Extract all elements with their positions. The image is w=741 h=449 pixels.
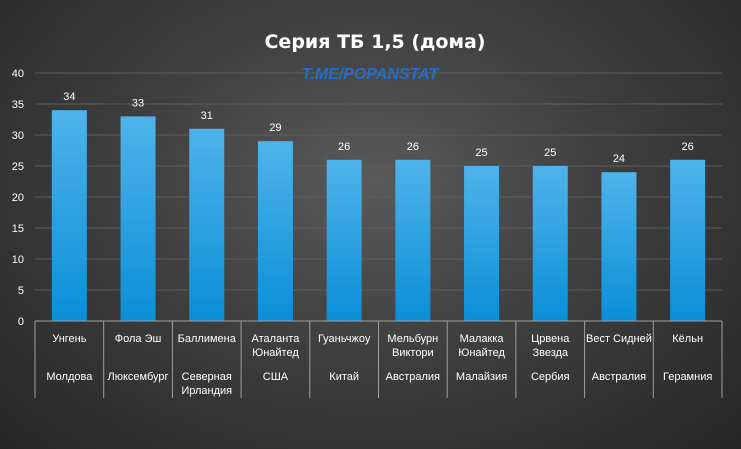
x-tick-label-country: Люксембург bbox=[108, 371, 169, 383]
x-tick-label-country: Северная bbox=[182, 371, 232, 383]
bar bbox=[51, 110, 87, 321]
bar bbox=[670, 159, 706, 321]
x-tick-label-team: Звезда bbox=[532, 347, 568, 359]
y-tick-label: 20 bbox=[12, 192, 24, 204]
watermark-text: T.ME/POPANSTAT bbox=[302, 66, 440, 83]
bar bbox=[532, 166, 568, 321]
x-tick-label-team: Унгень bbox=[52, 333, 87, 345]
x-tick-label-country: Малайзия bbox=[456, 371, 507, 383]
bar bbox=[257, 141, 293, 321]
y-tick-label: 25 bbox=[12, 161, 24, 173]
bar bbox=[601, 172, 637, 321]
x-tick-label-team: Баллимена bbox=[178, 333, 237, 345]
bars bbox=[51, 110, 706, 322]
chart-title: Серия ТБ 1,5 (дома) bbox=[264, 31, 485, 53]
x-tick-label-country: Ирландия bbox=[181, 385, 232, 397]
data-label: 31 bbox=[201, 110, 213, 122]
x-tick-label-team: Малакка bbox=[460, 333, 505, 345]
y-tick-label: 5 bbox=[18, 285, 24, 297]
x-tick-label-team: Аталанта bbox=[252, 333, 301, 345]
data-label: 29 bbox=[269, 122, 281, 134]
y-tick-label: 15 bbox=[12, 223, 24, 235]
data-label: 26 bbox=[407, 141, 419, 153]
x-tick-label-country: Сербия bbox=[531, 371, 570, 383]
x-tick-label-team: Виктори bbox=[392, 347, 434, 359]
axes: 0 5 10 15 20 25 30 35 40 Унгень Молдова Фола Эш Люкс… bbox=[12, 68, 723, 398]
y-tick-label: 35 bbox=[12, 99, 24, 111]
x-tick-label-country: Австралия bbox=[386, 371, 440, 383]
x-tick-label-country: Китай bbox=[329, 371, 359, 383]
x-tick-label-country: Австралия bbox=[592, 371, 646, 383]
y-tick-label: 30 bbox=[12, 130, 24, 142]
x-tick-label-team: Фола Эш bbox=[115, 333, 162, 345]
y-tick-label: 0 bbox=[18, 316, 24, 328]
data-label: 26 bbox=[682, 141, 694, 153]
x-tick-label-team: Кёльн bbox=[672, 333, 703, 345]
x-tick-label-team: Гуаньчжоу bbox=[318, 333, 371, 345]
bar bbox=[395, 159, 431, 321]
data-label: 26 bbox=[338, 141, 350, 153]
bar bbox=[120, 116, 156, 322]
x-tick-label-team: Юнайтед bbox=[458, 347, 505, 359]
bar bbox=[326, 159, 362, 321]
x-tick-label-country: США bbox=[263, 371, 289, 383]
y-tick-label: 40 bbox=[12, 68, 24, 80]
data-label: 24 bbox=[613, 153, 625, 165]
x-tick-label-team: Юнайтед bbox=[252, 347, 299, 359]
data-label: 34 bbox=[63, 91, 75, 103]
data-labels: 34 33 31 29 26 26 25 25 24 26 bbox=[63, 91, 694, 165]
data-label: 25 bbox=[544, 147, 556, 159]
data-label: 33 bbox=[132, 97, 144, 109]
x-tick-label-team: Мельбурн bbox=[387, 333, 438, 345]
x-tick-label-country: Герамния bbox=[663, 371, 712, 383]
data-label: 25 bbox=[475, 147, 487, 159]
x-tick-label-team: Вест Сидней bbox=[586, 333, 652, 345]
x-tick-label-team: Црвена bbox=[531, 333, 570, 345]
x-tick-label-country: Молдова bbox=[46, 371, 93, 383]
y-tick-label: 10 bbox=[12, 254, 24, 266]
bar bbox=[464, 166, 500, 321]
bar bbox=[189, 128, 225, 321]
